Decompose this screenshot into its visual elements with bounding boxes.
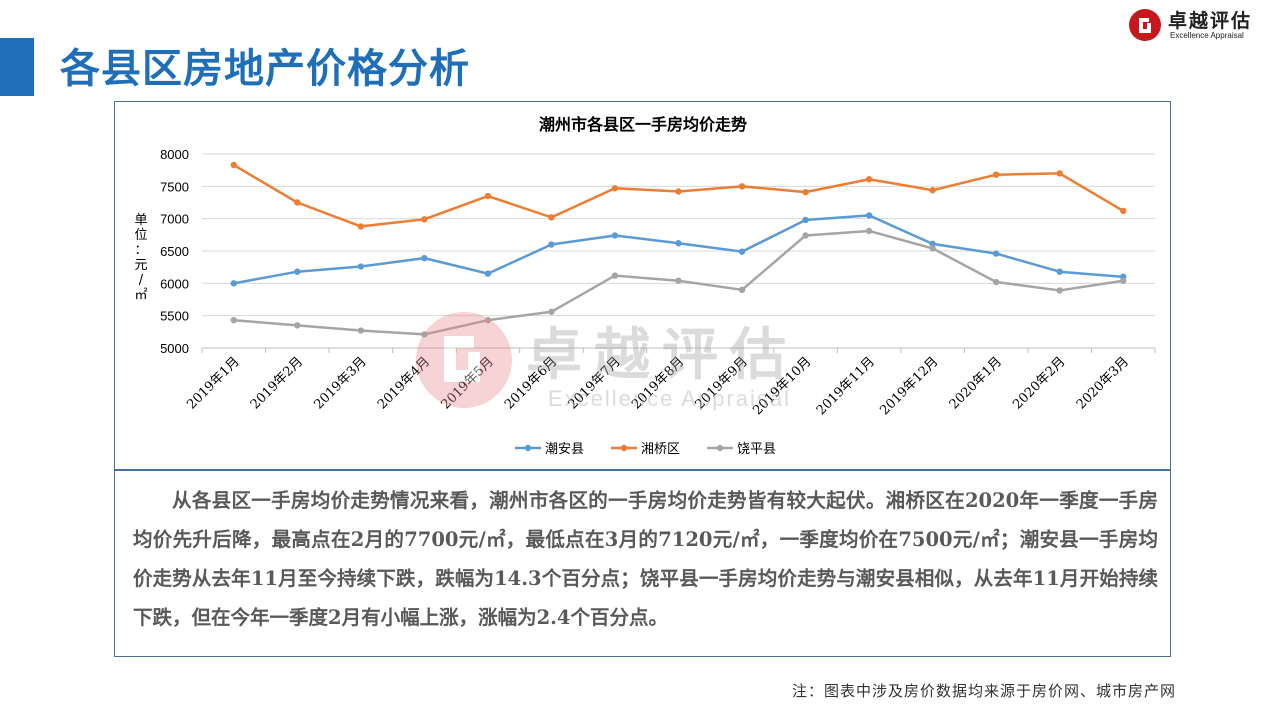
data-point [865, 227, 873, 235]
y-tick-label: 8000 [160, 147, 189, 162]
data-point [992, 250, 1000, 257]
series-line [233, 163, 1124, 228]
data-point [548, 241, 555, 248]
y-tick-label: 6500 [160, 244, 189, 259]
x-tick-label: 2019年12月 [877, 354, 941, 418]
legend-marker [620, 444, 628, 452]
y-tick-label: 7500 [160, 179, 189, 194]
source-footnote: 注：图表中涉及房价数据均来源于房价网、城市房产网 [791, 682, 1176, 700]
grid-lines [201, 153, 1156, 353]
data-point [548, 308, 555, 315]
data-point [802, 216, 809, 224]
x-tick-label: 2019年5月 [438, 354, 496, 412]
data-point [421, 216, 428, 223]
data-point [865, 176, 873, 183]
x-tick-label: 2019年1月 [184, 354, 242, 412]
data-point [738, 286, 746, 293]
legend-label: 湘桥区 [641, 442, 680, 457]
company-logo: 卓越评估 Excellence Appraisal [1128, 6, 1274, 46]
data-point [230, 316, 237, 324]
analysis-panel: 从各县区一手房均价走势情况来看，潮州市各区的一手房均价走势皆有较大起伏。湘桥区在… [114, 470, 1171, 657]
x-tick-labels: 2019年1月 2019年2月 2019年3月 2019年4月 2019年5月 2019年… [184, 354, 1132, 418]
data-point [675, 188, 682, 195]
data-point [294, 268, 301, 275]
y-tick-label: 5000 [160, 341, 189, 356]
y-axis-label-char: 元 [134, 258, 147, 273]
x-tick-label: 2019年2月 [248, 354, 306, 412]
data-point [738, 183, 746, 190]
x-tick-label: 2019年9月 [693, 354, 751, 412]
data-point [294, 199, 301, 206]
data-point [484, 192, 492, 200]
data-point [357, 263, 365, 270]
y-axis-label-char: / [139, 273, 144, 288]
y-axis-label-char: ： [134, 243, 147, 258]
data-point [421, 254, 428, 262]
data-point [484, 270, 492, 277]
x-tick-label: 2019年3月 [311, 354, 369, 412]
legend-label: 潮安县 [545, 442, 584, 457]
data-point [738, 248, 746, 255]
logo-mark-icon [1129, 9, 1161, 41]
data-point [421, 331, 428, 338]
data-point [929, 245, 936, 252]
chart-title: 潮州市各县区一手房均价走势 [539, 115, 747, 134]
y-tick-labels: 5000 5500 6000 6500 7000 7500 8000 [160, 147, 189, 356]
data-point [1056, 287, 1063, 294]
data-point [548, 214, 555, 221]
x-tick-label: 2019年10月 [750, 354, 814, 418]
y-tick-label: 5500 [160, 309, 189, 324]
legend-label: 饶平县 [737, 442, 776, 457]
data-point [230, 280, 237, 287]
x-tick-label: 2019年7月 [566, 354, 624, 412]
data-point [230, 161, 237, 169]
line-chart: 潮州市各县区一手房均价走势 单位：元/㎡ 5000 5500 6000 6500 700… [134, 115, 1156, 457]
chart-panel: 潮州市各县区一手房均价走势 单位：元 / ㎡ 5000 5500 6000 6500 700… [114, 101, 1171, 470]
data-point [929, 240, 936, 248]
x-tick-label: 2019年11月 [814, 354, 878, 418]
data-point [611, 232, 619, 239]
data-point [675, 240, 682, 247]
data-point [611, 185, 619, 192]
data-point [992, 278, 1000, 286]
data-point [1120, 277, 1127, 284]
data-point [802, 232, 809, 239]
data-point [802, 188, 809, 196]
data-point [611, 272, 619, 279]
analysis-paragraph: 从各县区一手房均价走势情况来看，潮州市各区的一手房均价走势皆有较大起伏。湘桥区在… [133, 489, 1158, 629]
logo-name: 卓越评估 [1168, 10, 1253, 32]
data-point [992, 171, 1000, 178]
data-point [484, 316, 492, 324]
data-point [929, 187, 936, 194]
x-tick-label: 2020年1月 [947, 354, 1005, 412]
x-tick-label: 2020年2月 [1010, 354, 1068, 412]
logo-subtitle: Excellence Appraisal [1170, 31, 1244, 40]
x-tick-label: 2019年6月 [502, 354, 560, 412]
data-point [357, 223, 365, 230]
data-point [357, 327, 365, 334]
data-point [1056, 170, 1063, 177]
y-axis-label-char: 位 [134, 228, 147, 243]
title-accent-bar [0, 38, 34, 96]
y-axis-label-char: ㎡ [134, 288, 147, 303]
series-lines [230, 161, 1127, 338]
chart-legend: 潮安县 湘桥区 饶平县 [515, 442, 776, 457]
page-title: 各县区房地产价格分析 [60, 46, 470, 92]
x-tick-label: 2019年8月 [629, 354, 687, 412]
data-point [865, 212, 873, 219]
x-tick-label: 2020年3月 [1074, 354, 1132, 412]
legend-marker [716, 444, 724, 452]
legend-marker [524, 444, 532, 452]
y-axis-label: 单位：元/㎡ [134, 213, 147, 303]
data-point [675, 277, 682, 284]
data-point [1056, 268, 1063, 275]
y-axis-label-char: 单 [134, 213, 147, 228]
data-point [1120, 207, 1127, 215]
y-tick-label: 6000 [160, 276, 189, 291]
x-tick-label: 2019年4月 [375, 354, 433, 412]
data-point [294, 322, 301, 329]
y-tick-label: 7000 [160, 212, 189, 227]
